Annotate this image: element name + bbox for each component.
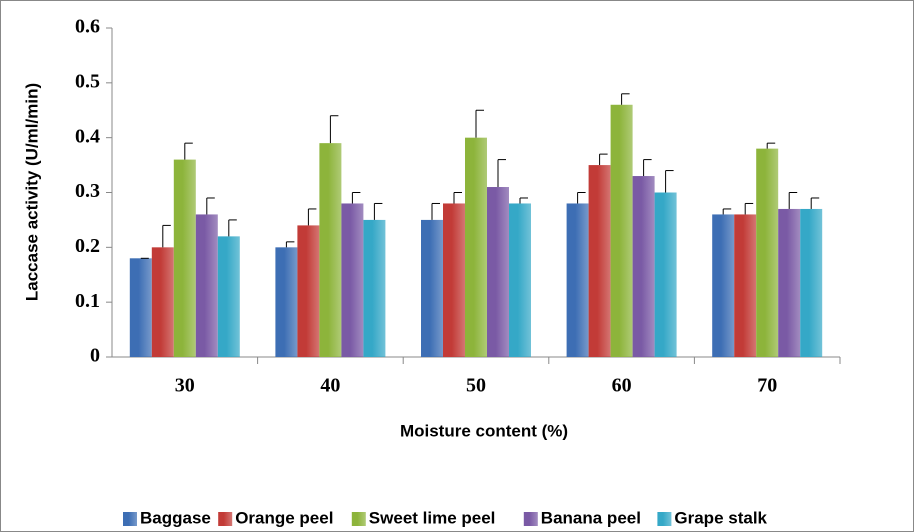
legend-swatch [523, 512, 538, 526]
bar [443, 203, 465, 357]
x-tick-label: 40 [320, 375, 340, 397]
bar [632, 176, 655, 357]
x-axis-label: Moisture content (%) [400, 421, 568, 440]
legend-swatch [123, 512, 137, 526]
bar [487, 187, 509, 357]
x-tick-label: 70 [757, 375, 777, 397]
y-tick-label: 0.4 [75, 125, 100, 147]
bar [363, 219, 386, 357]
legend-swatch [351, 512, 366, 526]
bar [509, 203, 531, 357]
bar [297, 225, 320, 357]
bar [275, 247, 298, 357]
bar [588, 165, 611, 357]
y-tick-label: 0.6 [75, 16, 100, 38]
legend-label: Baggase [140, 508, 211, 527]
y-tick-label: 0.5 [75, 70, 100, 92]
bar [465, 137, 487, 357]
y-tick-label: 0.1 [75, 290, 100, 312]
legend-swatch [657, 512, 672, 526]
x-tick-label: 30 [175, 375, 195, 397]
y-tick-label: 0.2 [75, 235, 100, 257]
bar [756, 148, 779, 357]
legend-label: Grape stalk [674, 508, 767, 527]
legend-swatch [218, 512, 233, 526]
bar [734, 214, 757, 357]
legend-label: Orange peel [235, 508, 333, 527]
y-tick-label: 0.3 [75, 180, 100, 202]
bar [217, 236, 240, 357]
y-tick-label: 0 [90, 345, 100, 367]
x-tick-label: 60 [612, 375, 632, 397]
bar [195, 214, 218, 357]
bar [129, 258, 152, 357]
bar [800, 208, 823, 357]
bar [151, 247, 174, 357]
bar [341, 203, 364, 357]
bar [610, 104, 633, 358]
bar [173, 159, 196, 357]
bar [654, 192, 677, 357]
bar [421, 219, 443, 357]
legend-label: Banana peel [541, 508, 641, 527]
bar [778, 208, 801, 357]
y-axis-label: Laccase activity (U/ml/min) [22, 83, 41, 301]
x-tick-label: 50 [466, 375, 486, 397]
bar [712, 214, 735, 357]
bar [566, 203, 589, 357]
bar [319, 143, 342, 357]
legend-label: Sweet lime peel [369, 508, 496, 527]
